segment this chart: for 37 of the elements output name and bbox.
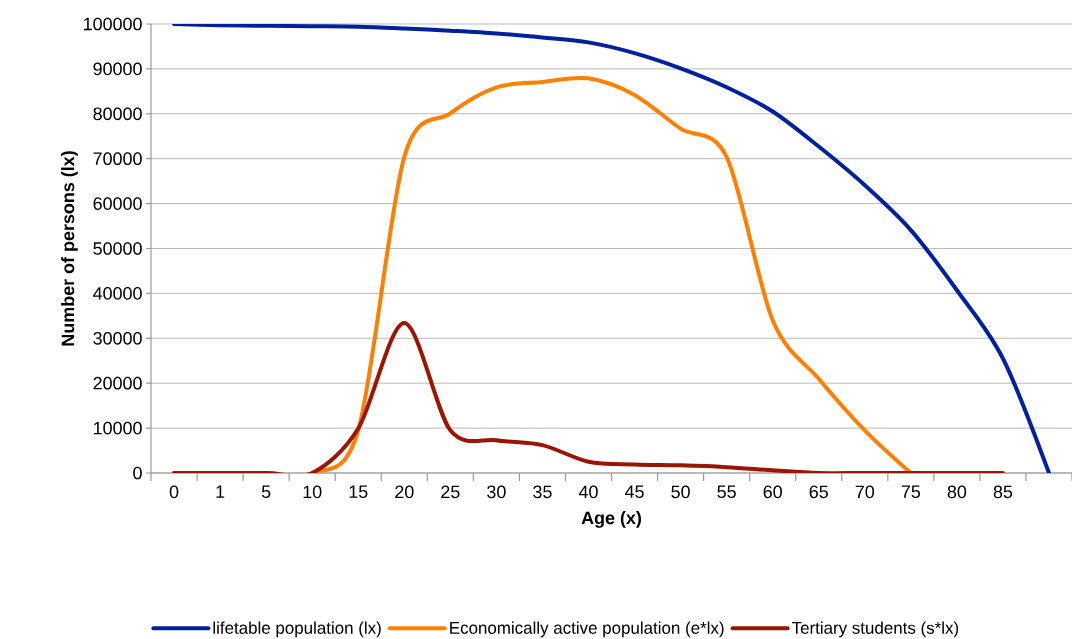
y-tick-label: 100000 xyxy=(84,17,142,31)
x-tick-label: 70 xyxy=(855,485,875,499)
x-tick-label: 65 xyxy=(809,485,828,499)
x-tick-label: 85 xyxy=(993,485,1013,499)
line-series xyxy=(172,23,1051,473)
y-tick-label: 50000 xyxy=(93,242,142,255)
line-series xyxy=(172,321,1005,473)
legend-label: Tertiary students (s*lx) xyxy=(791,621,959,638)
x-tick-label: 60 xyxy=(763,485,782,499)
x-tick-label: 45 xyxy=(624,485,644,499)
x-tick-label: 75 xyxy=(901,485,921,499)
y-tick-label: 40000 xyxy=(93,287,142,300)
x-tick-label: 1 xyxy=(216,485,225,498)
x-tick-label: 40 xyxy=(578,485,598,499)
y-tick-label: 0 xyxy=(133,466,142,480)
x-tick-label: 10 xyxy=(303,485,322,499)
x-tick-label: 30 xyxy=(487,485,506,499)
y-tick-label: 20000 xyxy=(93,376,142,390)
x-tick-label: 20 xyxy=(395,485,414,499)
x-tick-label: 15 xyxy=(349,485,368,499)
y-tick-label: 30000 xyxy=(93,331,142,345)
y-tick-label: 90000 xyxy=(93,62,142,76)
x-tick-label: 80 xyxy=(947,485,967,499)
legend-label: lifetable population (lx) xyxy=(213,621,381,638)
x-tick-label: 50 xyxy=(671,485,690,499)
y-axis-title: Number of persons (lx) xyxy=(61,151,78,346)
x-tick-label: 35 xyxy=(533,485,552,499)
x-tick-label: 5 xyxy=(261,485,271,499)
y-tick-label: 10000 xyxy=(93,421,142,435)
y-tick-label: 70000 xyxy=(93,152,142,166)
x-tick-label: 55 xyxy=(717,485,736,499)
x-tick-label: 0 xyxy=(169,485,179,499)
x-axis-title: Age (x) xyxy=(581,511,641,528)
y-tick-label: 60000 xyxy=(93,197,142,210)
x-tick-label: 25 xyxy=(441,485,460,499)
legend-label: Economically active population (e*lx) xyxy=(450,621,724,638)
y-tick-label: 80000 xyxy=(93,107,142,121)
